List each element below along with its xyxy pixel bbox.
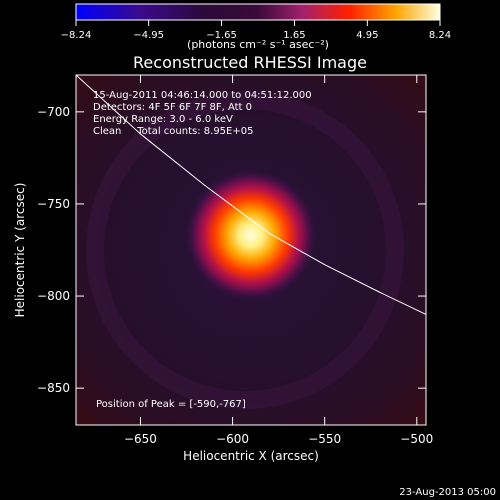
y-tick-label: −800: [37, 289, 70, 303]
emission-source: [184, 168, 318, 302]
annotation-detectors: Detectors: 4F 5F 6F 7F 8F, Att 0: [93, 102, 252, 113]
x-axis-ticks: −650 −600 −550 −500: [124, 75, 433, 446]
x-tick-label: −650: [124, 432, 157, 446]
annotation-counts: Clean Total counts: 8.95E+05: [93, 126, 253, 137]
y-axis-ticks: −700 −750 −800 −850: [37, 105, 426, 395]
plot-frame: [75, 74, 427, 426]
x-tick-label: −500: [400, 432, 433, 446]
x-tick-label: −600: [216, 432, 249, 446]
y-axis-label: Heliocentric Y (arcsec): [13, 183, 27, 318]
chart-title: Reconstructed RHESSI Image: [133, 53, 367, 72]
x-axis-label: Heliocentric X (arcsec): [183, 449, 319, 463]
background-ring: [86, 91, 404, 409]
y-tick-label: −850: [37, 381, 70, 395]
colorbar-tick-label: −1.65: [206, 30, 237, 41]
colorbar-label: (photons cm⁻² s⁻¹ asec⁻²): [187, 38, 329, 51]
colorbar: [75, 3, 441, 21]
colorbar-tick-label: 1.65: [283, 30, 305, 41]
annotation-time: 15-Aug-2011 04:46:14.000 to 04:51:12.000: [93, 90, 312, 101]
solar-limb-line: [76, 75, 426, 315]
x-tick-label: −550: [308, 432, 341, 446]
y-tick-label: −750: [37, 197, 70, 211]
colorbar-tick-label: −4.95: [133, 30, 164, 41]
peak-position-label: Position of Peak = [-590,-767]: [96, 399, 246, 410]
y-tick-label: −700: [37, 105, 70, 119]
colorbar-tick-label: 4.95: [356, 30, 378, 41]
footer-date: 23-Aug-2013 05:00: [399, 487, 496, 498]
annotation-energy: Energy Range: 3.0 - 6.0 keV: [93, 114, 233, 125]
colorbar-tick-label: 8.24: [429, 30, 451, 41]
colorbar-tick-label: −8.24: [61, 30, 92, 41]
colorbar-ticks: −8.24 −4.95 −1.65 1.65 4.95 8.24: [61, 20, 451, 41]
